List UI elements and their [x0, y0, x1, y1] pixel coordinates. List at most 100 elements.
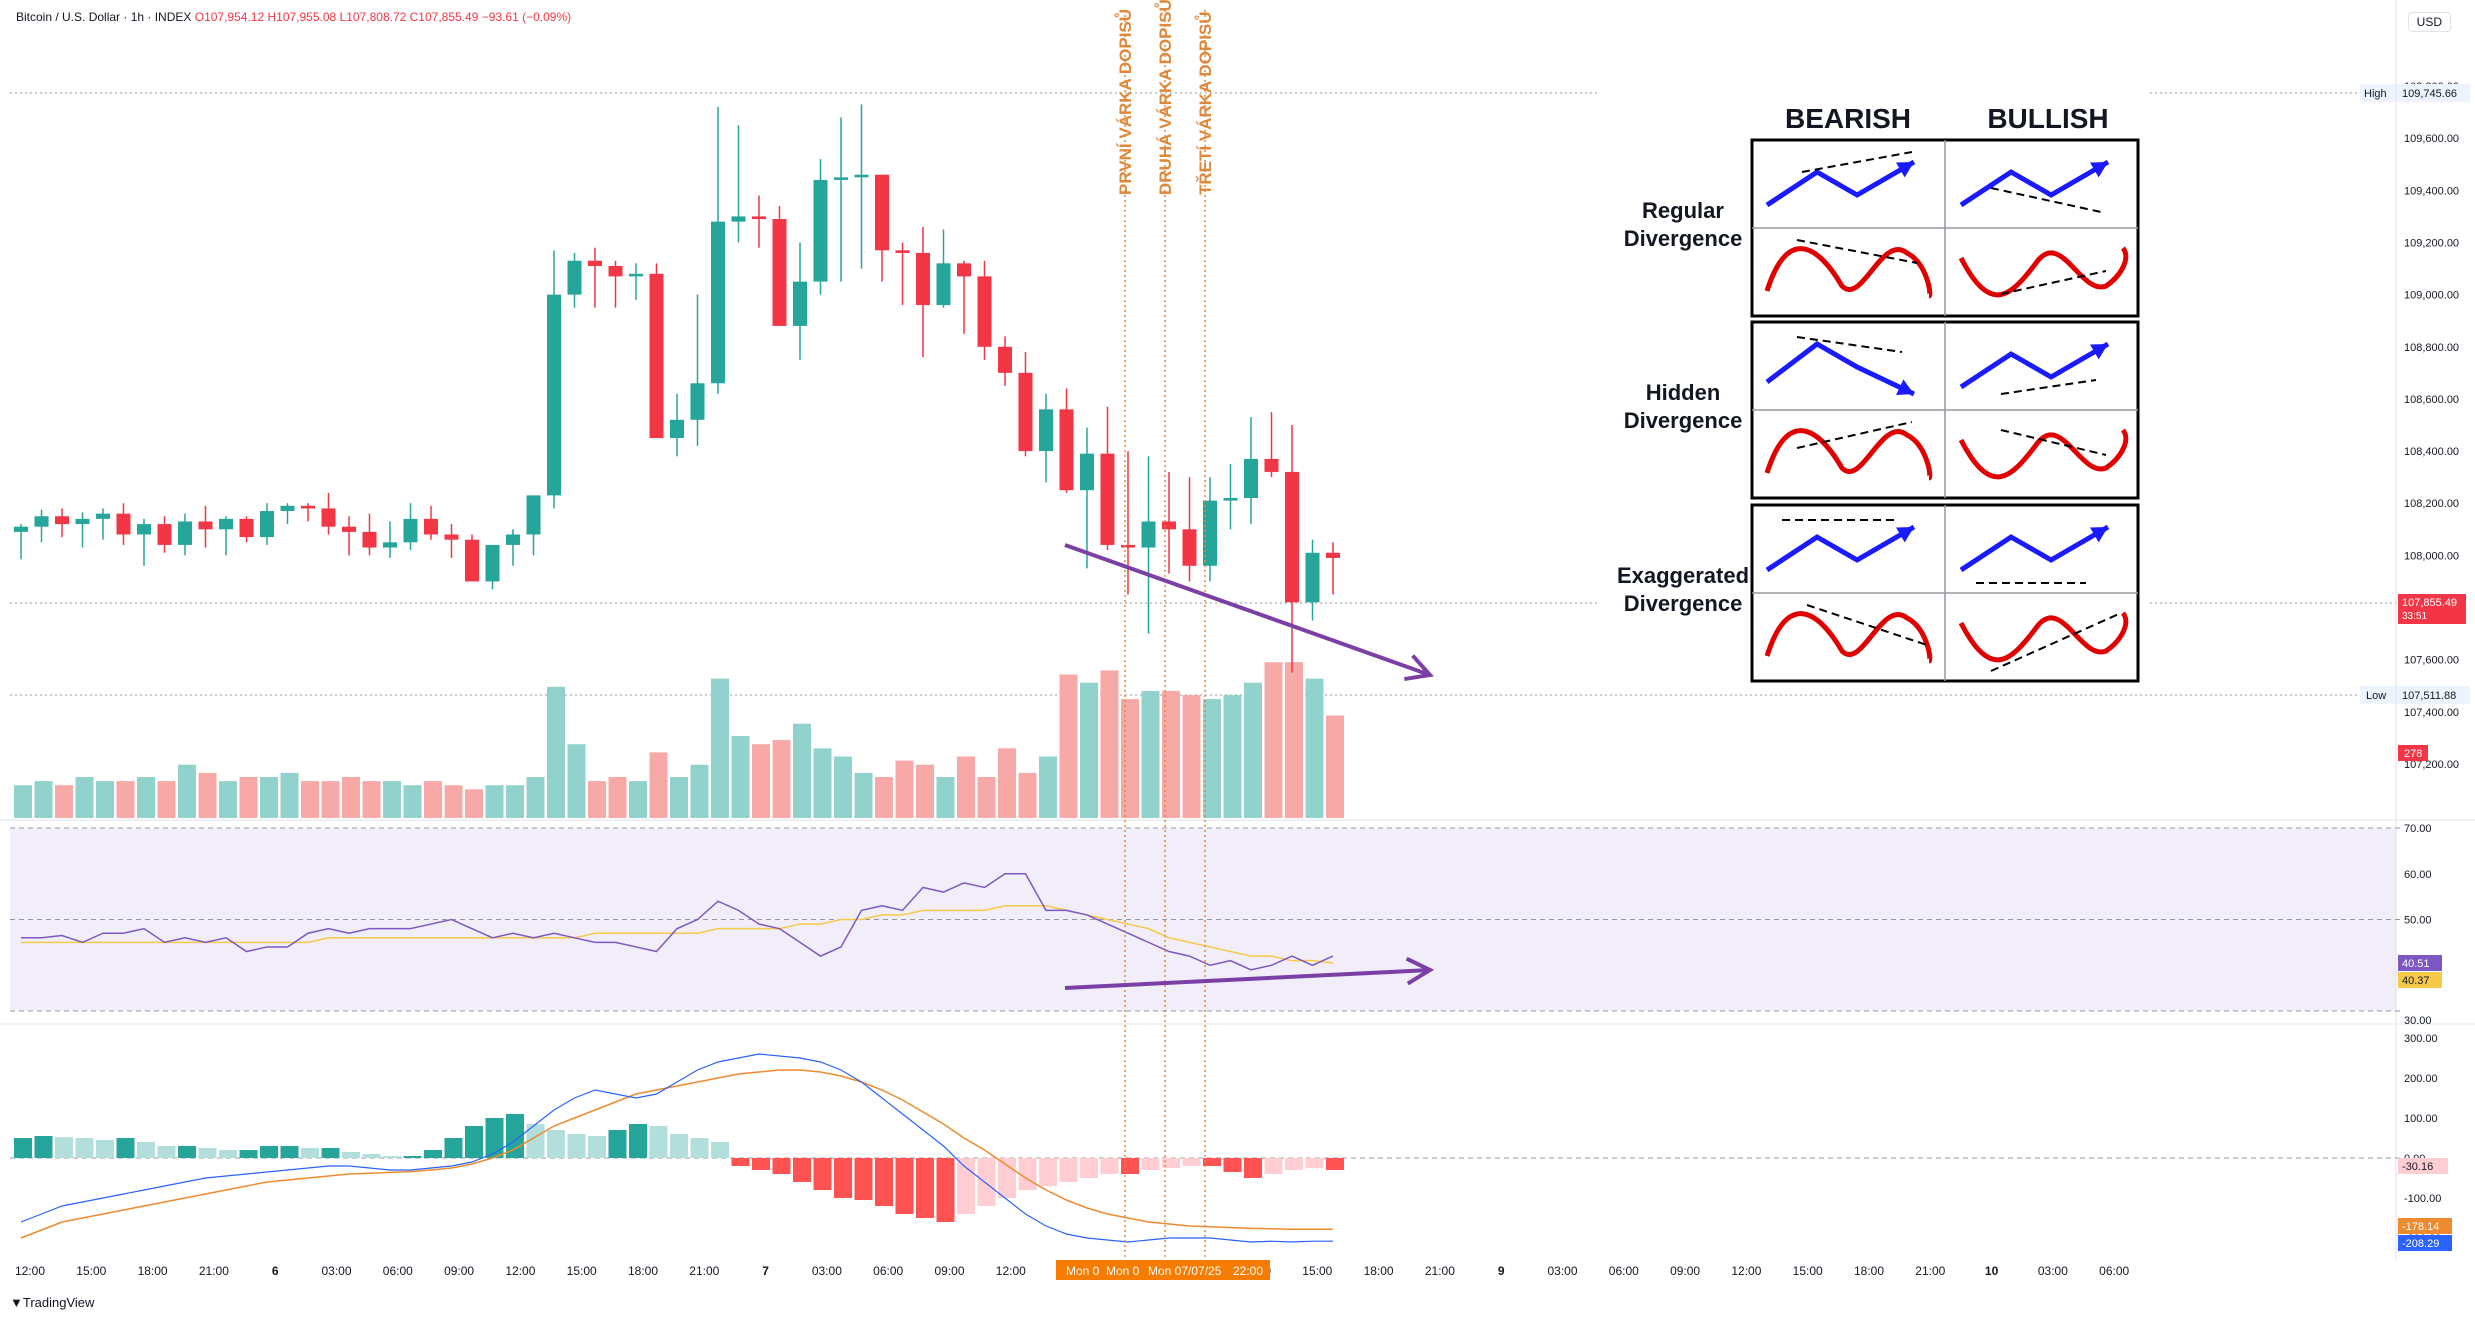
- legend-dashed-trend: [2000, 429, 2107, 456]
- candle-body: [34, 516, 49, 527]
- time-tick: 09:00: [444, 1264, 474, 1278]
- volume-bar: [362, 781, 381, 818]
- candle-body: [1305, 552, 1320, 603]
- rsi-tick: 60.00: [2404, 869, 2432, 881]
- macd-histogram-bar: [116, 1138, 135, 1158]
- legend-bearish-zig-head: [1896, 527, 1914, 543]
- batch-label: TŘETÍ VÁRKA DOPISŮ: [1195, 11, 1215, 195]
- volume-bar: [465, 789, 483, 818]
- candle-body: [1018, 372, 1033, 452]
- macd-histogram-bar: [998, 1158, 1016, 1198]
- volume-bar: [280, 772, 299, 818]
- candle-body: [793, 281, 807, 326]
- macd-histogram-bar: [280, 1146, 299, 1158]
- legend-bullish-wave: [1958, 428, 2129, 480]
- macd-histogram-bar: [547, 1130, 565, 1158]
- macd-histogram-bar: [96, 1140, 114, 1158]
- time-tick: 18:00: [138, 1264, 168, 1278]
- time-tick: 03:00: [2038, 1264, 2068, 1278]
- volume-bar: [260, 777, 278, 818]
- candle-body: [1100, 453, 1115, 545]
- rsi-value: 40.51: [2402, 958, 2430, 970]
- rsi-divergence-arrow-head: [1405, 956, 1435, 986]
- macd-tick: -100.00: [2404, 1193, 2441, 1205]
- macd-histogram-bar: [1223, 1158, 1242, 1172]
- volume-bar: [506, 785, 524, 818]
- open-value: O107,954.12: [194, 10, 265, 24]
- time-tick: 12:00: [996, 1264, 1026, 1278]
- time-tick: 18:00: [628, 1264, 658, 1278]
- time-tick: 09:00: [934, 1264, 964, 1278]
- legend-bearish-zig-head: [1896, 162, 1914, 178]
- macd-histogram-bar: [895, 1158, 914, 1214]
- volume-bar: [1162, 690, 1180, 818]
- candle-body: [1203, 500, 1217, 566]
- macd-histogram-bar: [444, 1138, 463, 1158]
- candle-body: [526, 495, 541, 535]
- macd-histogram-bar: [34, 1136, 53, 1158]
- candle-body: [96, 513, 110, 519]
- legend-bearish-zig: [1765, 159, 1916, 208]
- time-tick: 03:00: [1547, 1264, 1577, 1278]
- volume-bar: [670, 777, 688, 818]
- candle-body: [465, 539, 479, 582]
- rsi-tag: [2398, 955, 2442, 971]
- candle-body: [629, 273, 643, 277]
- macd-histogram-bar: [219, 1150, 237, 1158]
- time-tick: 12:00: [15, 1264, 45, 1278]
- time-tick: 15:00: [76, 1264, 106, 1278]
- volume-bar: [1264, 662, 1283, 818]
- candle-body: [1141, 521, 1156, 548]
- macd-signal-tag: [2398, 1218, 2452, 1234]
- volume-bar: [96, 781, 114, 818]
- legend-bearish-wave: [1764, 246, 1933, 299]
- candle-body: [301, 505, 315, 509]
- volume-bar: [793, 723, 811, 818]
- candle-body: [567, 260, 582, 295]
- price-tick: 109,200.00: [2404, 238, 2459, 250]
- macd-histogram-bar: [55, 1137, 73, 1158]
- volume-bar: [1203, 699, 1221, 818]
- time-tick: 03:00: [812, 1264, 842, 1278]
- legend-bullish: BULLISH: [1987, 103, 2108, 134]
- volume-bar: [1121, 699, 1139, 818]
- macd-histogram-bar: [178, 1146, 196, 1158]
- macd-histogram-bar: [157, 1146, 176, 1158]
- low-value: 107,511.88: [2402, 690, 2456, 702]
- legend-dashed-trend: [1796, 421, 1913, 449]
- macd-histogram-bar: [1264, 1158, 1283, 1174]
- time-tick: 7: [762, 1264, 769, 1278]
- price-tick: 107,600.00: [2404, 655, 2459, 667]
- price-tick: 107,200.00: [2404, 759, 2459, 771]
- macd-histogram-bar: [1285, 1158, 1303, 1170]
- macd-histogram-bar: [670, 1134, 688, 1158]
- volume-bar: [1285, 662, 1303, 818]
- legend-dashed-trend: [2000, 379, 2097, 395]
- volume-bar: [1305, 678, 1324, 818]
- volume-bar: [936, 777, 955, 818]
- macd-histogram-bar: [629, 1124, 647, 1158]
- macd-histogram-bar: [854, 1158, 873, 1200]
- macd-histogram-bar: [137, 1142, 155, 1158]
- currency-button[interactable]: USD: [2407, 12, 2451, 32]
- macd-histogram-bar: [301, 1148, 319, 1158]
- legend-bullish-zig-head: [2090, 162, 2108, 178]
- candle-body: [649, 273, 664, 439]
- legend-bearish-wave: [1764, 611, 1933, 664]
- macd-histogram-bar: [1182, 1158, 1201, 1166]
- rsi-ma-value: 40.37: [2402, 975, 2430, 987]
- candle-body: [977, 276, 992, 347]
- volume-bar: [178, 764, 196, 818]
- macd-histogram-bar: [772, 1158, 791, 1174]
- macd-histogram-bar: [1121, 1158, 1139, 1174]
- price-tick: 109,600.00: [2404, 133, 2459, 145]
- volume-bar: [1039, 756, 1057, 818]
- macd-signal-line: [20, 1069, 1333, 1239]
- macd-histogram-bar: [1059, 1158, 1078, 1182]
- macd-histogram-bar: [649, 1126, 668, 1158]
- volume-tag: [2398, 745, 2428, 761]
- volume-bar: [239, 777, 258, 818]
- macd-histogram-bar: [1100, 1158, 1119, 1174]
- volume-bar: [629, 781, 647, 818]
